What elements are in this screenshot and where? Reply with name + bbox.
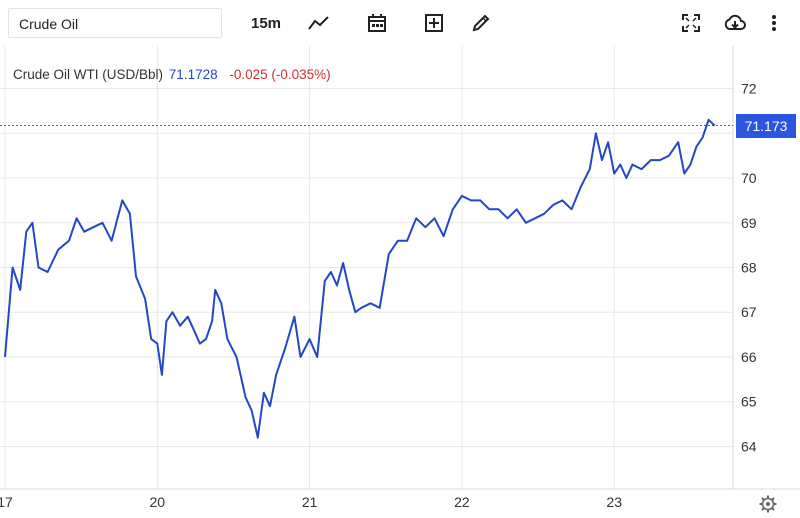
interval-button[interactable]: 15m <box>250 14 282 32</box>
symbol-search-input[interactable]: Crude Oil <box>8 8 222 38</box>
price-tick-label: 72 <box>741 81 757 97</box>
settings-gear-icon[interactable] <box>759 495 777 513</box>
fullscreen-icon[interactable] <box>676 8 706 38</box>
line-chart-icon[interactable] <box>304 8 334 38</box>
time-tick-label: 17 <box>0 494 13 510</box>
time-tick-label: 21 <box>302 494 318 510</box>
legend-last-price: 71.1728 <box>168 67 218 82</box>
add-indicator-icon[interactable] <box>419 8 449 38</box>
chart-legend: Crude Oil WTI (USD/Bbl) 71.1728 -0.025 (… <box>13 67 331 82</box>
horizontal-gridlines <box>0 88 733 447</box>
symbol-text: Crude Oil <box>19 16 79 32</box>
price-tick-label: 65 <box>741 394 757 410</box>
price-tick-label: 66 <box>741 349 757 365</box>
price-axis-labels: 64 65 66 67 68 69 70 72 <box>741 81 757 455</box>
chart-toolbar: Crude Oil 15m <box>0 0 800 46</box>
last-price-badge: 71.173 <box>736 113 796 138</box>
price-tick-label: 68 <box>741 260 757 276</box>
price-series-line <box>4 118 716 439</box>
more-vertical-icon[interactable] <box>762 8 786 38</box>
price-tick-label: 69 <box>741 215 757 231</box>
price-tick-label: 70 <box>741 170 757 186</box>
time-tick-label: 22 <box>454 494 470 510</box>
time-tick-label: 23 <box>606 494 622 510</box>
price-tick-label: 67 <box>741 304 757 320</box>
price-tick-label: 64 <box>741 438 757 454</box>
time-axis-labels: 17 20 21 22 23 <box>0 494 622 510</box>
legend-instrument: Crude Oil WTI (USD/Bbl) <box>13 67 164 82</box>
cloud-download-icon[interactable] <box>719 8 751 38</box>
time-tick-label: 20 <box>150 494 166 510</box>
draw-pencil-icon[interactable] <box>466 8 496 38</box>
calendar-icon[interactable] <box>362 8 392 38</box>
legend-change: -0.025 (-0.035%) <box>229 67 331 82</box>
